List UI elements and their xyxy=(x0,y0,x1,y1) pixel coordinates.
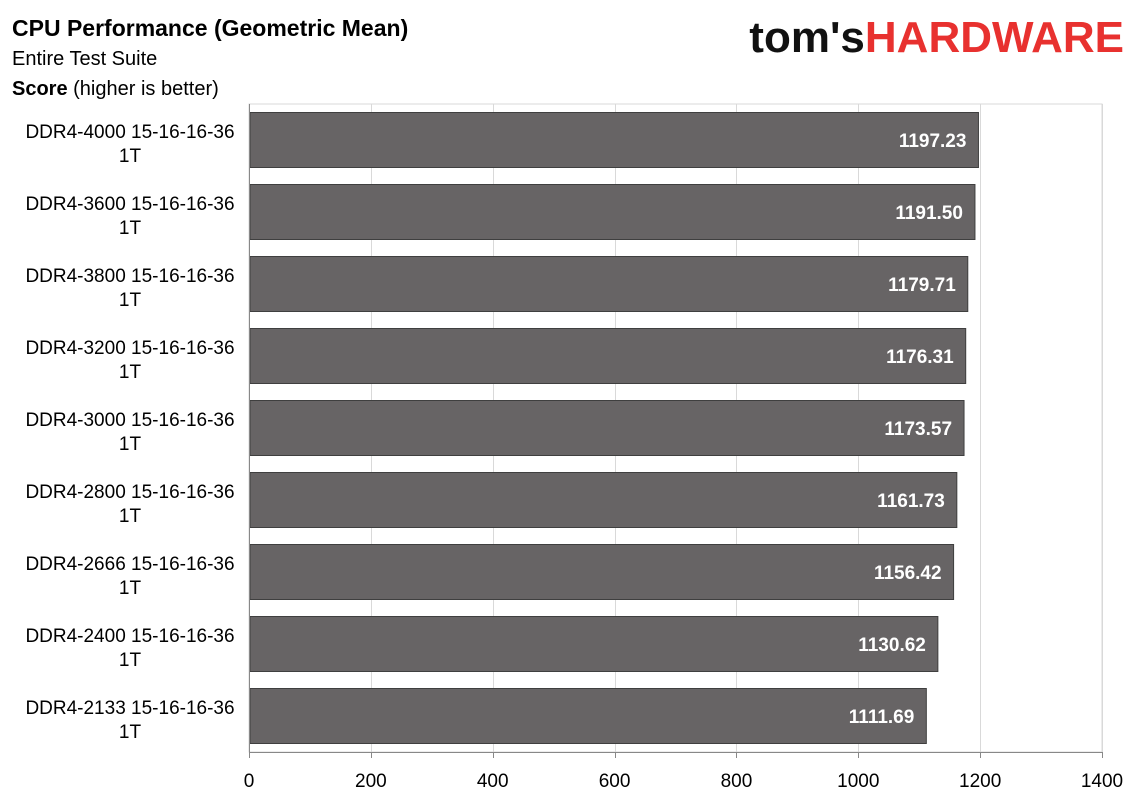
bar xyxy=(249,544,955,600)
category-label: DDR4-4000 15-16-16-36 1T xyxy=(25,122,234,167)
category-label-line: 1T xyxy=(119,578,142,599)
chart-title: CPU Performance (Geometric Mean) xyxy=(12,15,408,41)
category-label: DDR4-2800 15-16-16-36 1T xyxy=(25,482,234,527)
bar-value-label: 1191.50 xyxy=(895,203,963,224)
category-label-line: 1T xyxy=(119,434,142,455)
category-label: DDR4-2133 15-16-16-36 1T xyxy=(25,698,234,743)
score-label-bold: Score xyxy=(12,78,68,100)
category-label-line: DDR4-4000 15-16-16-36 xyxy=(25,122,234,143)
chart-subtitle: Entire Test Suite xyxy=(12,48,157,70)
category-label-line: 1T xyxy=(119,218,142,239)
bar-value-label: 1111.69 xyxy=(849,707,915,728)
x-tick-label: 800 xyxy=(721,771,753,792)
bar-value-label: 1161.73 xyxy=(877,491,945,512)
category-label-line: DDR4-3200 15-16-16-36 xyxy=(25,338,234,359)
x-tick-label: 400 xyxy=(477,771,509,792)
x-tick-label: 0 xyxy=(244,771,255,792)
logo-hardware: HARDWARE xyxy=(865,13,1124,62)
category-label: DDR4-3000 15-16-16-36 1T xyxy=(25,410,234,455)
x-tick-label: 1000 xyxy=(837,771,879,792)
bar-value-label: 1130.62 xyxy=(858,635,926,656)
toms-hardware-logo: tom'sHARDWARE xyxy=(749,13,1124,62)
category-label: DDR4-3800 15-16-16-36 1T xyxy=(25,266,234,311)
category-label-line: 1T xyxy=(119,506,142,527)
category-label-line: DDR4-2800 15-16-16-36 xyxy=(25,482,234,503)
category-label-line: 1T xyxy=(119,362,142,383)
x-axis-ticks: 0 200 400 600 800 1000 1200 1400 xyxy=(244,104,1123,792)
logo-text: tom'sHARDWARE xyxy=(749,13,1124,62)
category-label: DDR4-2400 15-16-16-36 1T xyxy=(25,626,234,671)
bar-value-label: 1179.71 xyxy=(888,275,956,296)
category-label-line: DDR4-2133 15-16-16-36 xyxy=(25,698,234,719)
bar xyxy=(249,328,967,384)
x-tick-label: 1400 xyxy=(1081,771,1123,792)
category-label-line: 1T xyxy=(119,146,142,167)
bar xyxy=(249,184,976,240)
category-label-line: DDR4-3800 15-16-16-36 xyxy=(25,266,234,287)
bar xyxy=(249,112,979,168)
logo-toms: tom's xyxy=(749,13,865,62)
bar-value-label: 1156.42 xyxy=(874,563,942,584)
bars: 1197.23 1191.50 1179.71 1176.31 1173.57 1161.… xyxy=(249,112,979,744)
bar-value-label: 1176.31 xyxy=(886,347,954,368)
category-label: DDR4-2666 15-16-16-36 1T xyxy=(25,554,234,599)
bar-value-label: 1173.57 xyxy=(884,419,952,440)
score-label: Score (higher is better) xyxy=(12,78,219,100)
category-label-line: DDR4-3600 15-16-16-36 xyxy=(25,194,234,215)
bar xyxy=(249,688,927,744)
category-label-line: DDR4-3000 15-16-16-36 xyxy=(25,410,234,431)
score-label-rest: (higher is better) xyxy=(68,78,219,100)
bar xyxy=(249,400,965,456)
category-label-line: 1T xyxy=(119,290,142,311)
bar xyxy=(249,616,939,672)
x-tick-label: 200 xyxy=(355,771,387,792)
category-label-line: 1T xyxy=(119,722,142,743)
bar-value-label: 1197.23 xyxy=(899,131,967,152)
category-label-line: DDR4-2666 15-16-16-36 xyxy=(25,554,234,575)
x-tick-label: 1200 xyxy=(959,771,1001,792)
category-label-line: 1T xyxy=(119,650,142,671)
x-tick-label: 600 xyxy=(599,771,631,792)
bar xyxy=(249,472,958,528)
category-label: DDR4-3600 15-16-16-36 1T xyxy=(25,194,234,239)
bar xyxy=(249,256,969,312)
category-label: DDR4-3200 15-16-16-36 1T xyxy=(25,338,234,383)
category-label-line: DDR4-2400 15-16-16-36 xyxy=(25,626,234,647)
